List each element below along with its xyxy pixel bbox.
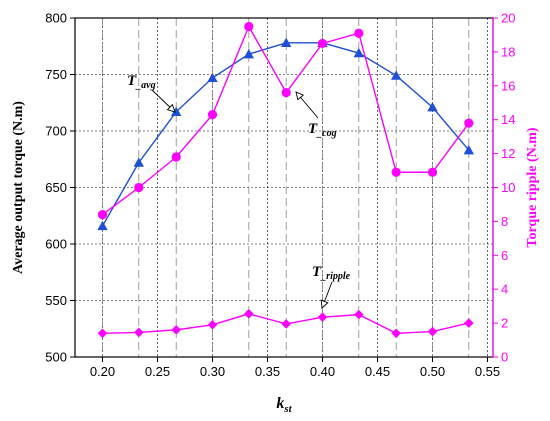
- data-point-avg: [171, 106, 182, 116]
- x-axis-label-subscript: st: [283, 403, 292, 415]
- y-left-tick-label: 550: [45, 293, 67, 308]
- y-right-tick-label: 16: [501, 78, 515, 93]
- y-left-tick-label: 600: [45, 237, 67, 252]
- annotation-label-ripple: T_ripple: [312, 264, 351, 282]
- data-point-cog: [464, 118, 474, 128]
- x-tick-label: 0.25: [145, 364, 170, 379]
- data-point-ripple: [207, 319, 218, 330]
- data-point-ripple: [354, 309, 364, 320]
- x-tick-label: 0.35: [255, 364, 280, 379]
- annotation-label-main: T: [312, 264, 322, 280]
- x-axis-label: kst: [276, 395, 292, 415]
- y-left-tick-label: 700: [45, 124, 67, 139]
- data-point-cog: [207, 110, 218, 120]
- annotation-arrowhead-ripple: [320, 299, 329, 309]
- y-right-tick-label: 12: [501, 146, 515, 161]
- data-point-cog: [354, 28, 364, 38]
- y-right-tick-label: 14: [501, 112, 515, 127]
- data-point-cog: [281, 87, 291, 98]
- data-point-ripple: [317, 312, 328, 322]
- data-point-ripple: [244, 308, 254, 319]
- y-right-tick-label: 4: [501, 282, 508, 297]
- data-point-avg: [133, 157, 144, 167]
- y-left-tick-label: 650: [45, 180, 67, 195]
- y-right-tick-label: 18: [501, 44, 515, 59]
- data-point-cog: [391, 167, 401, 177]
- data-point-cog: [427, 167, 438, 177]
- annotation-label-avg: T_avg: [127, 73, 156, 91]
- annotation-arrowhead-avg: [166, 103, 176, 113]
- annotation-label-main: T: [127, 73, 137, 89]
- x-tick-label: 0.20: [90, 364, 115, 379]
- y-right-tick-label: 6: [501, 248, 508, 263]
- axis-ticks: 0.20 0.25 0.30 0.35 0.40 0.45 0.50 0.5550055060…: [45, 11, 515, 380]
- data-point-ripple: [97, 328, 108, 339]
- data-point-avg: [243, 48, 254, 59]
- annotation-label-main: T: [308, 121, 318, 137]
- y-axis-right-label: Torque ripple (N.m): [525, 127, 540, 248]
- data-point-ripple: [171, 325, 181, 335]
- data-point-ripple: [427, 326, 438, 337]
- annotation-label-subscript: _avg: [135, 80, 155, 91]
- annotation-label-subscript: _ripple: [320, 271, 350, 282]
- y-right-tick-label: 8: [501, 214, 508, 229]
- data-point-avg: [207, 72, 218, 83]
- y-right-tick-label: 10: [501, 180, 515, 195]
- x-tick-label: 0.30: [200, 364, 225, 379]
- y-right-tick-label: 0: [501, 350, 508, 365]
- data-point-avg: [281, 37, 292, 48]
- data-series: [97, 21, 474, 339]
- data-point-avg: [97, 220, 108, 231]
- y-right-tick-label: 2: [501, 316, 508, 331]
- data-point-ripple: [391, 328, 401, 339]
- x-tick-label: 0.40: [310, 364, 335, 379]
- y-axis-left-label: Average output torque (N.m): [11, 101, 26, 274]
- y-left-tick-label: 800: [45, 11, 67, 26]
- x-tick-label: 0.55: [475, 364, 500, 379]
- data-point-ripple: [464, 318, 474, 328]
- data-point-cog: [244, 21, 254, 32]
- data-point-avg: [463, 145, 474, 155]
- x-tick-label: 0.45: [365, 364, 390, 379]
- data-point-avg: [391, 70, 402, 80]
- data-point-ripple: [134, 327, 144, 338]
- y-left-tick-label: 750: [45, 67, 67, 82]
- data-point-avg: [353, 47, 364, 58]
- x-axis-label-main: k: [276, 395, 284, 412]
- data-point-cog: [134, 182, 144, 193]
- data-point-ripple: [281, 319, 291, 329]
- y-right-tick-label: 20: [501, 11, 515, 26]
- x-tick-label: 0.50: [420, 364, 445, 379]
- annotation-arrowhead-cog: [295, 91, 305, 101]
- data-point-cog: [97, 210, 108, 220]
- y-left-tick-label: 500: [45, 350, 67, 365]
- data-point-avg: [427, 102, 438, 112]
- data-point-cog: [171, 152, 181, 162]
- annotation-label-cog: T_cog: [308, 121, 337, 139]
- data-point-cog: [317, 38, 328, 49]
- annotation-label-subscript: _cog: [316, 128, 336, 139]
